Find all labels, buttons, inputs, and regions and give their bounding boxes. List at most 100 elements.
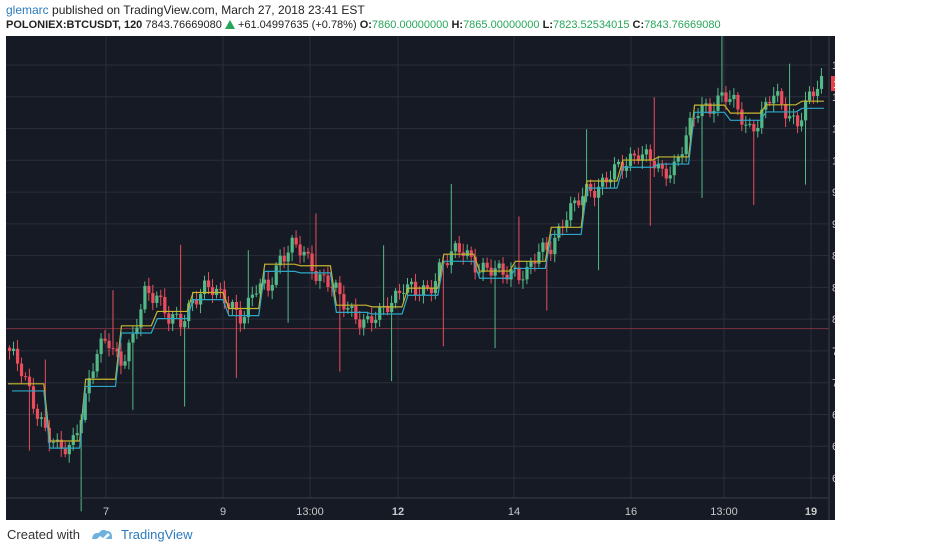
low-value: 7823.52534015 xyxy=(552,19,630,31)
candle-body xyxy=(501,263,505,275)
candle-body xyxy=(660,163,664,169)
candle-body xyxy=(549,249,553,255)
candle-body xyxy=(477,272,481,274)
last-price: 7843.76669080 xyxy=(145,19,222,31)
candle-body xyxy=(772,95,776,104)
candle-body xyxy=(792,115,796,117)
candlestick-chart[interactable]: 11200.00000000 10800.00000000 10400.000000… xyxy=(6,28,916,520)
candle-body xyxy=(469,250,473,257)
price-tick-label: 10800.00000000 xyxy=(832,92,835,104)
candle-body xyxy=(131,333,135,343)
candle-body xyxy=(226,303,231,308)
price-tick-label: 6800.00000000 xyxy=(832,409,835,421)
candle-body xyxy=(286,252,290,262)
candle-body xyxy=(708,103,712,114)
candle-body xyxy=(616,161,621,165)
candle-body xyxy=(656,163,660,169)
candle-body xyxy=(788,116,792,119)
candle-body xyxy=(95,354,99,372)
candle-body xyxy=(740,109,744,125)
candle-body xyxy=(310,253,314,271)
candle-body xyxy=(135,327,139,334)
candle-body xyxy=(179,313,183,328)
low-label: L: xyxy=(542,19,553,31)
close-label: C: xyxy=(632,19,645,31)
candle-body xyxy=(553,237,557,255)
candle-body xyxy=(652,160,656,169)
candle-body xyxy=(688,117,692,136)
price-axis-background xyxy=(829,36,835,520)
time-tick-label: 19 xyxy=(805,506,817,518)
candle-body xyxy=(143,285,147,310)
price-tick-label: 11200.00000000 xyxy=(832,60,835,72)
candle-body xyxy=(127,342,131,362)
candle-body xyxy=(366,316,370,320)
candle-body xyxy=(545,242,549,250)
candle-body xyxy=(676,156,680,162)
tradingview-link[interactable]: TradingView xyxy=(121,527,193,542)
candle-body xyxy=(811,91,816,96)
candle-body xyxy=(425,285,430,289)
candle-body xyxy=(59,439,63,449)
price-tick-label: 8800.00000000 xyxy=(832,251,835,263)
time-tick-label: 13:00 xyxy=(296,506,324,518)
candle-body xyxy=(768,101,772,104)
footer: Created with TradingView xyxy=(7,527,193,543)
candle-body xyxy=(807,91,812,101)
candle-body xyxy=(67,444,71,455)
price-tick-label: 6000.00000000 xyxy=(832,473,835,485)
candle-body xyxy=(421,285,426,296)
candle-body xyxy=(796,115,800,127)
candle-body xyxy=(819,75,824,89)
candle-body xyxy=(449,251,453,266)
author-link[interactable]: glemarc xyxy=(6,3,49,17)
current-price-text: 10960.01630258 xyxy=(833,79,835,91)
candle-body xyxy=(704,103,708,106)
candle-body xyxy=(262,279,266,284)
candle-body xyxy=(210,287,215,296)
candle-body xyxy=(489,267,493,276)
candle-body xyxy=(8,347,12,351)
candle-body xyxy=(306,251,310,254)
candle-body xyxy=(573,200,577,204)
candle-body xyxy=(75,433,79,436)
price-tick-label: 10000.00000000 xyxy=(832,155,835,167)
candle-body xyxy=(784,103,788,119)
candle-body xyxy=(624,165,629,171)
time-axis[interactable]: 7 9 13:00 12 14 16 13:00 19 xyxy=(6,497,829,518)
candle-body xyxy=(31,386,36,409)
candle-body xyxy=(155,295,159,303)
candle-body xyxy=(358,319,362,328)
symbol-label: POLONIEX:BTCUSDT, 120 xyxy=(6,19,143,31)
candle-body xyxy=(402,292,406,294)
candle-body xyxy=(720,92,724,96)
candle-body xyxy=(326,275,330,288)
candle-body xyxy=(644,149,648,155)
candle-body xyxy=(342,294,346,310)
time-tick-label: 13:00 xyxy=(710,506,738,518)
price-tick-label: 7600.00000000 xyxy=(832,346,835,358)
candle-body xyxy=(593,190,597,198)
candle-body xyxy=(15,348,20,364)
candle-body xyxy=(230,301,235,308)
candle-body xyxy=(83,393,87,420)
candle-body xyxy=(290,237,294,253)
grid-lines xyxy=(6,36,829,498)
time-tick-label: 9 xyxy=(220,506,226,518)
time-tick-label: 16 xyxy=(625,506,637,518)
candle-body xyxy=(39,417,44,419)
candle-body xyxy=(724,92,728,102)
candle-body xyxy=(620,161,625,171)
candle-body xyxy=(748,123,752,125)
candle-body xyxy=(87,378,91,394)
tradingview-logo-icon[interactable] xyxy=(90,527,114,543)
candle-body xyxy=(429,288,434,294)
candle-body xyxy=(318,274,322,281)
candle-body xyxy=(732,94,736,100)
candle-body xyxy=(346,308,350,310)
price-tick-label: 8000.00000000 xyxy=(832,314,835,326)
candle-body xyxy=(776,91,780,96)
chart-frame[interactable]: 11200.00000000 10800.00000000 10400.000000… xyxy=(6,28,916,520)
candle-body xyxy=(752,123,756,132)
candle-body xyxy=(282,255,286,262)
